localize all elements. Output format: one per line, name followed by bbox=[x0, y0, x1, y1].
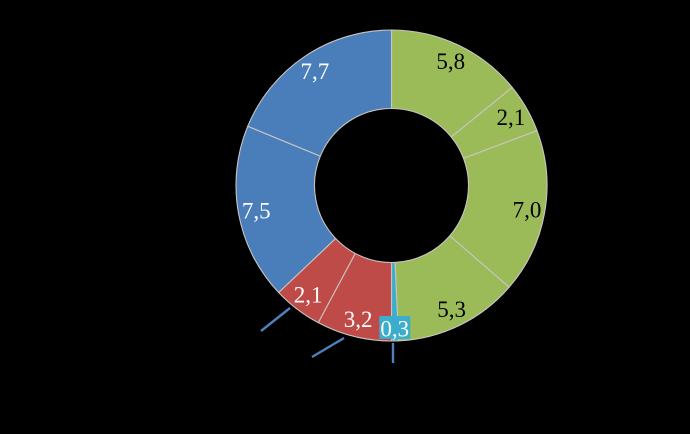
slice-value-label-5: 3,2 bbox=[344, 307, 373, 332]
donut-slice-2 bbox=[449, 130, 548, 288]
slice-value-label-4: 0,3 bbox=[380, 316, 409, 341]
slice-value-label-1: 2,1 bbox=[497, 105, 526, 130]
slice-value-label-6: 2,1 bbox=[294, 283, 323, 308]
slice-value-label-2: 7,0 bbox=[513, 197, 542, 222]
leader-line-1 bbox=[311, 336, 345, 359]
leader-line-0 bbox=[260, 307, 291, 332]
slice-value-label-3: 5,3 bbox=[437, 297, 466, 322]
donut-slice-8 bbox=[247, 29, 393, 157]
slice-value-label-8: 7,7 bbox=[301, 59, 330, 84]
slice-value-label-0: 5,8 bbox=[436, 49, 465, 74]
slice-value-label-7: 7,5 bbox=[242, 199, 271, 224]
boxed-label-background bbox=[379, 316, 411, 339]
donut-slice-7 bbox=[235, 125, 337, 294]
